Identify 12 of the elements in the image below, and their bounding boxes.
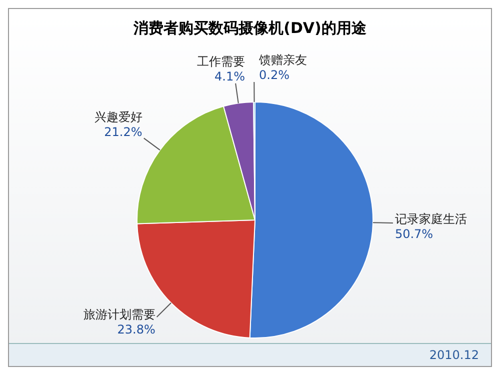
slice-label: 记录家庭生活 xyxy=(394,212,467,226)
data-label: 21.2% xyxy=(104,125,142,139)
data-label: 4.1% xyxy=(214,69,245,84)
data-label: 0.2% xyxy=(259,68,290,82)
text: 2010.12 xyxy=(429,348,479,362)
slice-label: 兴趣爱好 xyxy=(94,110,142,124)
data-label: 23.8% xyxy=(117,322,156,336)
slice-label: 馈赠亲友 xyxy=(258,53,307,68)
slice-label: 旅游计划需要 xyxy=(83,307,156,322)
chart-title: 消费者购买数码摄像机(DV)的用途 xyxy=(132,18,368,39)
slice-label: 工作需要 xyxy=(197,54,245,68)
data-label: 50.7% xyxy=(394,227,434,242)
